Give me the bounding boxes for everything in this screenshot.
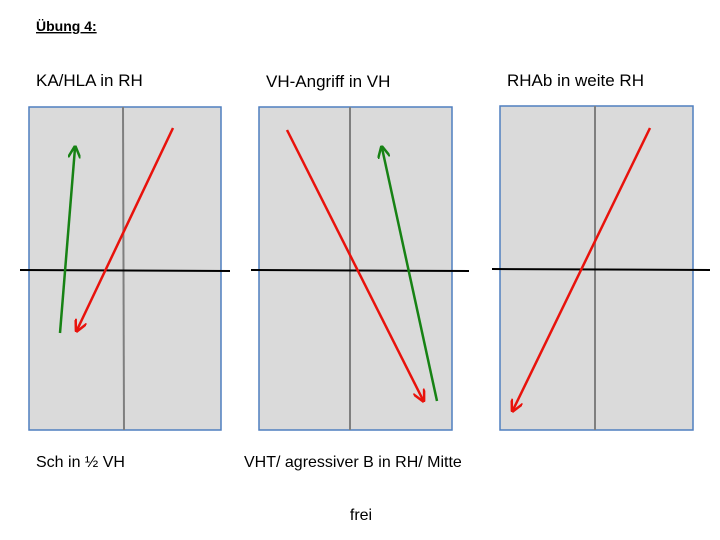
half-line bbox=[491, 268, 711, 271]
panel bbox=[250, 106, 470, 431]
panel-label: RHAb in weite RH bbox=[507, 71, 644, 90]
caption: frei bbox=[350, 507, 372, 524]
arrow bbox=[77, 127, 175, 330]
panel bbox=[19, 106, 231, 431]
field bbox=[499, 105, 694, 431]
panel bbox=[491, 105, 711, 431]
half-line bbox=[250, 269, 470, 272]
half-line bbox=[19, 269, 231, 272]
center-line bbox=[122, 106, 125, 431]
arrow bbox=[285, 129, 423, 400]
caption: VHT/ agressiver B in RH/ Mitte bbox=[244, 454, 462, 471]
arrow bbox=[58, 148, 75, 334]
panel-label: KA/HLA in RH bbox=[36, 71, 143, 90]
panel-label: VH-Angriff in VH bbox=[266, 72, 390, 91]
arrow bbox=[382, 148, 439, 402]
title: Übung 4: bbox=[36, 18, 97, 34]
field bbox=[28, 106, 222, 431]
caption: Sch in ½ VH bbox=[36, 454, 125, 471]
arrow bbox=[513, 127, 652, 410]
